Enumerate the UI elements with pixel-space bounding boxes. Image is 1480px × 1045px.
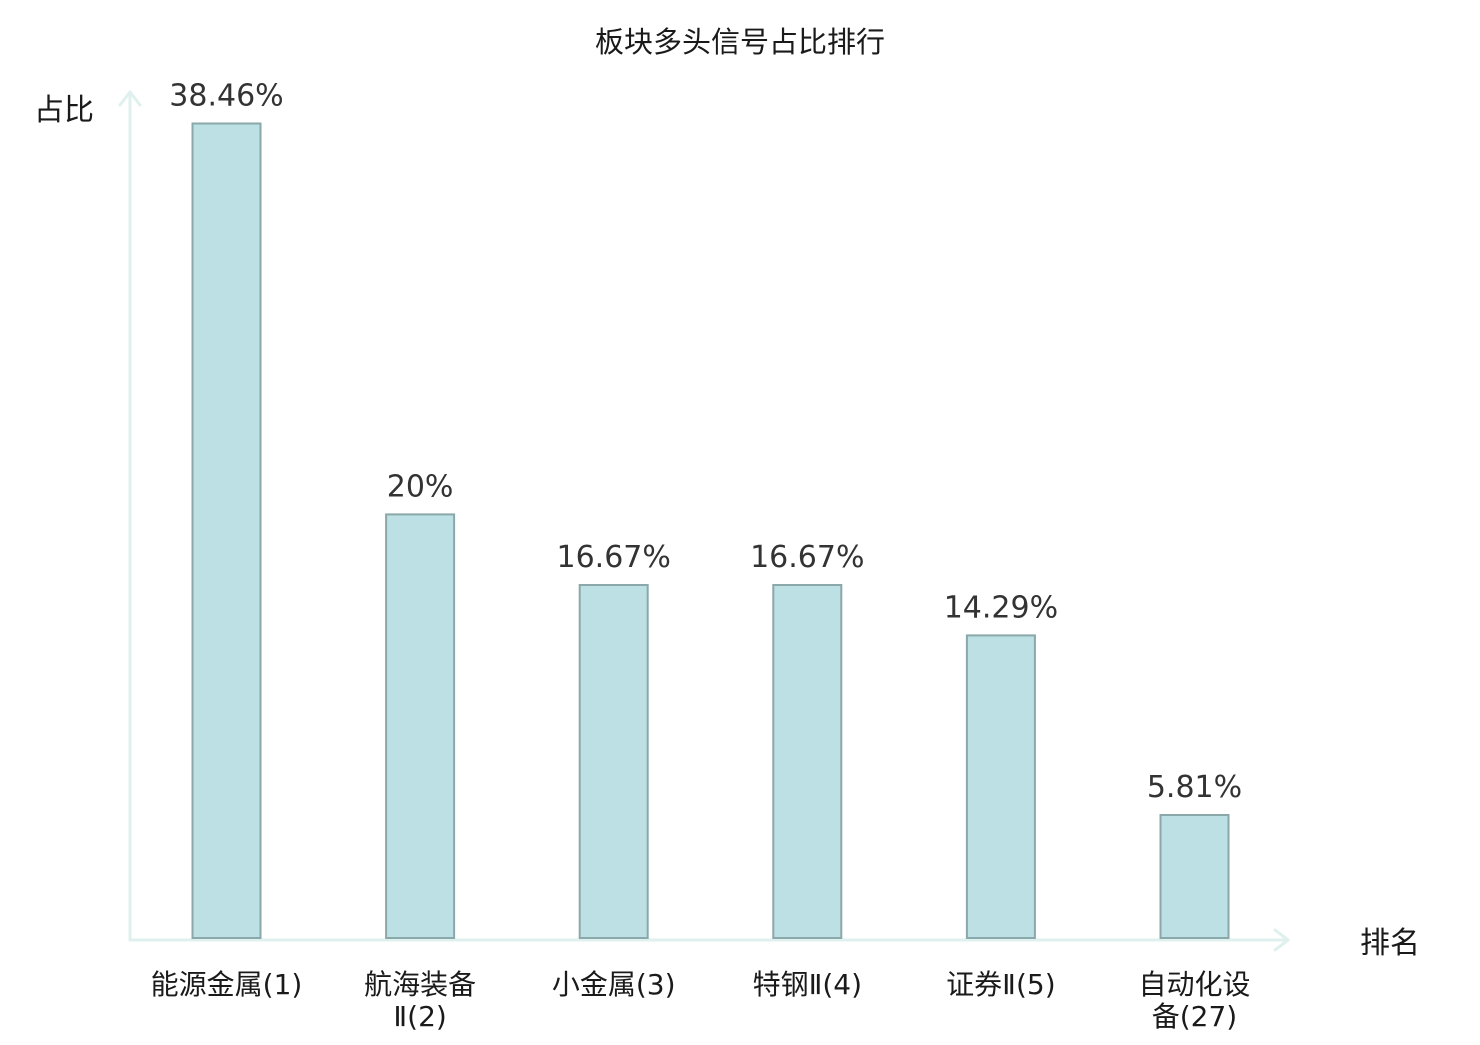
x-tick-label-line: 能源金属(1) [151,968,303,1001]
x-tick-labels: 能源金属(1) 航海装备 Ⅱ(2) 小金属(3) 特钢Ⅱ(4) 证券Ⅱ(5) 自动化设备(2… [151,968,1251,1033]
x-tick-label-line: Ⅱ(2) [393,1000,446,1033]
x-tick-label-line: 证券Ⅱ(5) [946,968,1055,1001]
x-tick-label: 航海装备 Ⅱ(2) [364,968,476,1033]
bar [772,584,843,939]
y-axis: 占比 [34,90,142,942]
bar-value-label: 20% [387,469,454,504]
x-axis-label: 排名 [1360,926,1420,961]
value-labels: 38.46% 20% 16.67% 16.67% 14.29% 5.81% [169,79,1242,806]
x-tick-label: 自动化设备(27) [1138,968,1250,1033]
x-tick-label: 能源金属(1) [151,968,303,1001]
x-tick-label-line: 小金属(3) [552,968,676,1001]
bar [965,634,1036,940]
x-tick-label-line: 特钢Ⅱ(4) [753,968,862,1001]
bar-value-label: 14.29% [944,590,1058,625]
x-axis-arrow [1273,928,1290,952]
x-tick-label: 小金属(3) [552,968,676,1001]
x-axis: 排名 [128,926,1420,961]
bar [578,584,649,939]
y-axis-label: 占比 [34,93,94,128]
bar-value-label: 38.46% [169,79,283,114]
chart-title: 板块多头信号占比排行 [595,25,885,59]
bar [191,122,262,939]
x-tick-label-line: 航海装备 [364,968,476,1001]
x-tick-label-line: 自动化设 [1138,968,1250,1001]
x-tick-label-line: 备(27) [1152,1000,1237,1033]
bar-value-label: 5.81% [1147,770,1242,805]
bar [1159,814,1230,939]
bars [191,122,1230,940]
bar-value-label: 16.67% [750,540,864,575]
bar [385,513,456,940]
bar-value-label: 16.67% [557,540,671,575]
x-tick-label: 证券Ⅱ(5) [946,968,1055,1001]
x-tick-label: 特钢Ⅱ(4) [753,968,862,1001]
y-axis-arrow [118,90,142,107]
